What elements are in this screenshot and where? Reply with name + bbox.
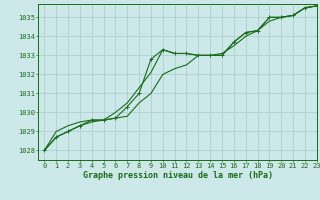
X-axis label: Graphe pression niveau de la mer (hPa): Graphe pression niveau de la mer (hPa): [83, 171, 273, 180]
